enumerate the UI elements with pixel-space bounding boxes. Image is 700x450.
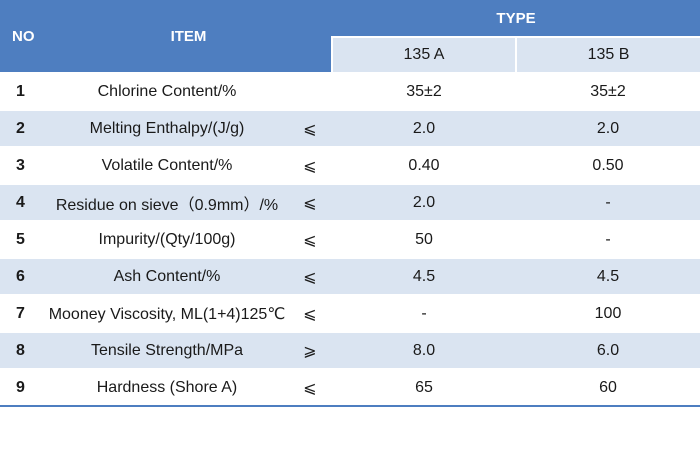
row-value-135b: 2.0 (516, 109, 700, 147)
row-item: Melting Enthalpy/(J/g) (46, 109, 288, 147)
row-number: 1 (0, 72, 46, 110)
row-value-135a: 50 (332, 220, 516, 258)
row-value-135a: 2.0 (332, 183, 516, 221)
header-type-135b: 135 B (515, 36, 700, 73)
row-comparator: ⩽ (288, 183, 332, 221)
table-row: 9 Hardness (Shore A) ⩽ 65 60 (0, 368, 700, 406)
row-value-135b: 100 (516, 294, 700, 332)
row-value-135b: 6.0 (516, 331, 700, 369)
header-item: ITEM (46, 0, 332, 73)
header-no: NO (0, 0, 46, 73)
row-value-135a: 65 (332, 368, 516, 406)
row-number: 9 (0, 368, 46, 406)
row-item: Ash Content/% (46, 257, 288, 295)
row-item: Mooney Viscosity, ML(1+4)125℃ (46, 294, 288, 332)
row-number: 3 (0, 146, 46, 184)
row-value-135b: - (516, 183, 700, 221)
spec-table: NO ITEM TYPE 135 A 135 B 1 Chlorine Cont… (0, 0, 700, 408)
row-number: 6 (0, 257, 46, 295)
row-value-135b: 60 (516, 368, 700, 406)
table-row: 7 Mooney Viscosity, ML(1+4)125℃ ⩽ - 100 (0, 294, 700, 332)
row-comparator: ⩽ (288, 146, 332, 184)
table-row: 6 Ash Content/% ⩽ 4.5 4.5 (0, 257, 700, 295)
row-number: 8 (0, 331, 46, 369)
row-item: Volatile Content/% (46, 146, 288, 184)
row-comparator: ⩽ (288, 294, 332, 332)
row-item: Hardness (Shore A) (46, 368, 288, 406)
row-value-135a: 4.5 (332, 257, 516, 295)
table-row: 3 Volatile Content/% ⩽ 0.40 0.50 (0, 146, 700, 184)
bottom-rule-cell (0, 405, 700, 408)
row-comparator: ⩽ (288, 368, 332, 406)
row-value-135b: - (516, 220, 700, 258)
table-row: 2 Melting Enthalpy/(J/g) ⩽ 2.0 2.0 (0, 109, 700, 147)
row-item: Tensile Strength/MPa (46, 331, 288, 369)
table-bottom-rule (0, 405, 700, 408)
row-comparator: ⩽ (288, 109, 332, 147)
header-type-135a: 135 A (331, 36, 516, 73)
row-item: Chlorine Content/% (46, 72, 288, 110)
row-comparator: ⩽ (288, 220, 332, 258)
table-body: 1 Chlorine Content/% 35±2 35±2 2 Melting… (0, 72, 700, 408)
row-value-135a: 8.0 (332, 331, 516, 369)
row-value-135a: 35±2 (332, 72, 516, 110)
row-value-135b: 4.5 (516, 257, 700, 295)
table-row: 8 Tensile Strength/MPa ⩾ 8.0 6.0 (0, 331, 700, 369)
row-item: Residue on sieve（0.9mm）/% (46, 183, 288, 221)
row-item: Impurity/(Qty/100g) (46, 220, 288, 258)
table-row: 1 Chlorine Content/% 35±2 35±2 (0, 72, 700, 110)
row-comparator (288, 72, 332, 110)
row-number: 4 (0, 183, 46, 221)
table-row: 5 Impurity/(Qty/100g) ⩽ 50 - (0, 220, 700, 258)
row-value-135a: - (332, 294, 516, 332)
table-row: 4 Residue on sieve（0.9mm）/% ⩽ 2.0 - (0, 183, 700, 221)
table-header: NO ITEM TYPE 135 A 135 B (0, 0, 700, 73)
row-value-135b: 0.50 (516, 146, 700, 184)
row-value-135a: 2.0 (332, 109, 516, 147)
row-value-135a: 0.40 (332, 146, 516, 184)
row-number: 7 (0, 294, 46, 332)
row-comparator: ⩽ (288, 257, 332, 295)
header-type: TYPE (332, 0, 700, 37)
row-number: 2 (0, 109, 46, 147)
row-value-135b: 35±2 (516, 72, 700, 110)
row-number: 5 (0, 220, 46, 258)
row-comparator: ⩾ (288, 331, 332, 369)
